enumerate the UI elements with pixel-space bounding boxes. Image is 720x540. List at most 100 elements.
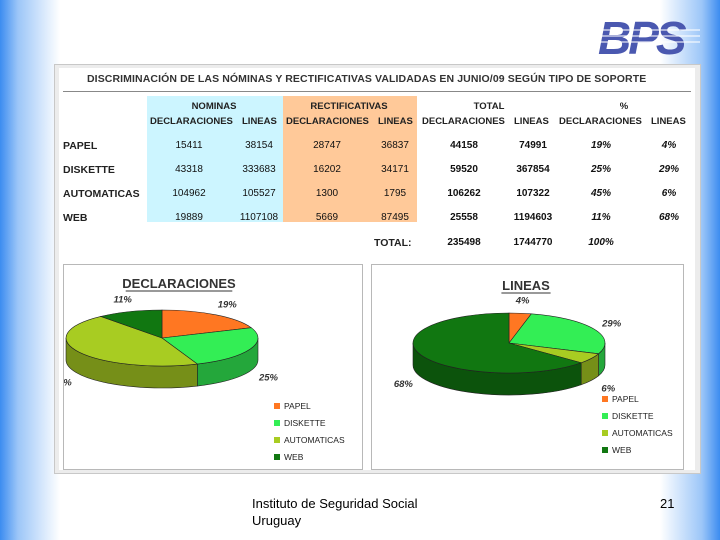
table-cell: 1300	[315, 188, 339, 199]
pie-label-diskette: 29%	[601, 319, 622, 330]
total-cell: 1744770	[513, 237, 553, 248]
table-cell: 11%	[591, 212, 611, 223]
legend-swatch-web	[274, 454, 280, 460]
panel-inner: DISCRIMINACIÓN DE LAS NÓMINAS Y RECTIFIC…	[59, 68, 695, 470]
pie-slice-diskette	[161, 327, 259, 365]
pie-slice-automaticas	[65, 316, 199, 367]
pie-slice-web	[99, 309, 163, 339]
table-cell: 1194603	[513, 212, 553, 223]
pie-slice-diskette	[508, 313, 606, 355]
table-cell: 68%	[658, 212, 679, 223]
legend-label-papel: PAPEL	[284, 401, 311, 411]
table-cell: 19%	[590, 140, 611, 151]
group-header-rectificativas: RECTIFICATIVAS	[310, 101, 388, 112]
bps-logo-text: BPS	[598, 14, 687, 60]
footer-text: Instituto de Seguridad Social Uruguay	[252, 495, 418, 529]
logo-stripes	[596, 29, 700, 43]
table-cell: 19889	[175, 212, 203, 223]
table-cell: 45%	[590, 188, 611, 199]
row-label-automaticas: AUTOMATICAS	[63, 188, 140, 200]
table-cell: 59520	[450, 164, 478, 175]
nominas-background	[147, 96, 283, 222]
table-cell: 43318	[175, 164, 203, 175]
legend-swatch-automaticas	[274, 437, 280, 443]
legend-label-web: WEB	[612, 445, 632, 455]
table-cell: 25%	[590, 164, 611, 175]
table-cell: 29%	[658, 164, 679, 175]
pie-label-automaticas: 6%	[601, 384, 615, 395]
table-cell: 16202	[313, 164, 341, 175]
data-panel: DISCRIMINACIÓN DE LAS NÓMINAS Y RECTIFIC…	[54, 64, 701, 474]
chart-title: DECLARACIONES	[122, 276, 236, 291]
table-cell: 5669	[315, 212, 339, 223]
table-title: DISCRIMINACIÓN DE LAS NÓMINAS Y RECTIFIC…	[87, 73, 647, 85]
rectificativas-background	[283, 96, 417, 222]
legend-label-automaticas: AUTOMATICAS	[284, 435, 345, 445]
total-cell: 235498	[447, 237, 481, 248]
col-header-total-lin: LINEAS	[514, 116, 549, 127]
total-label: TOTAL:	[374, 237, 412, 249]
legend-label-diskette: DISKETTE	[612, 411, 654, 421]
total-cell: 100%	[588, 237, 614, 248]
legend-label-automaticas: AUTOMATICAS	[612, 428, 673, 438]
pie-slice-papel	[161, 309, 253, 339]
row-label-papel: PAPEL	[63, 140, 98, 152]
table-cell: 36837	[381, 140, 409, 151]
group-header-nominas: NOMINAS	[191, 101, 237, 112]
legend-label-web: WEB	[284, 452, 304, 462]
col-header-rect-decl: DECLARACIONES	[286, 116, 369, 127]
pie-label-automaticas: 45%	[64, 377, 72, 388]
col-header-pct-decl: DECLARACIONES	[559, 116, 642, 127]
table-cell: 38154	[245, 140, 273, 151]
legend-swatch-papel	[602, 396, 608, 402]
table-cell: 74991	[519, 140, 547, 151]
pie-slice-web	[412, 312, 583, 374]
table-cell: 106262	[447, 188, 481, 199]
table-cell: 28747	[313, 140, 341, 151]
declaraciones-chart: DECLARACIONES 19% 25% 45% 11% PAPEL DISKETTE AU…	[63, 264, 363, 470]
row-label-web: WEB	[63, 212, 88, 224]
declaraciones-pie-svg: DECLARACIONES 19% 25% 45% 11% PAPEL DISKETTE AU…	[64, 276, 345, 462]
table-cell: 87495	[381, 212, 409, 223]
table-cell: 107322	[516, 188, 550, 199]
table-cell: 15411	[175, 140, 203, 151]
legend-swatch-web	[602, 447, 608, 453]
table-cell: 6%	[661, 188, 677, 199]
table-cell: 1107108	[239, 212, 279, 223]
col-header-pct-lin: LINEAS	[651, 116, 686, 127]
slide-number: 21	[660, 496, 675, 511]
legend-swatch-automaticas	[602, 430, 608, 436]
table-cell: 4%	[661, 140, 677, 151]
pie-label-papel: 4%	[515, 295, 530, 306]
pie-label-web: 11%	[114, 294, 133, 305]
legend-swatch-diskette	[274, 420, 280, 426]
table-cell: 367854	[516, 164, 550, 175]
chart-title: LINEAS	[502, 278, 550, 293]
lineas-chart: LINEAS 4% 29% 6% 68% PAPEL DISKETTE AUTOMATICAS…	[371, 264, 684, 470]
table-cell: 34171	[381, 164, 409, 175]
legend-swatch-papel	[274, 403, 280, 409]
table-cell: 105527	[242, 188, 276, 199]
pie-label-web: 68%	[394, 379, 414, 390]
title-rule	[63, 91, 691, 92]
pie-label-diskette: 25%	[258, 373, 279, 384]
col-header-total-decl: DECLARACIONES	[422, 116, 505, 127]
table-cell: 25558	[450, 212, 478, 223]
footer-line-2: Uruguay	[252, 513, 302, 528]
table-cell: 1795	[383, 188, 407, 199]
pie-label-papel: 19%	[218, 299, 238, 310]
table-cell: 333683	[242, 164, 276, 175]
group-header-total: TOTAL	[473, 101, 505, 112]
table-cell: 104962	[172, 188, 206, 199]
col-header-nom-decl: DECLARACIONES	[150, 116, 233, 127]
legend-label-papel: PAPEL	[612, 394, 639, 404]
col-header-rect-lin: LINEAS	[378, 116, 413, 127]
bps-logo: BPS	[596, 14, 700, 60]
lineas-pie-svg: LINEAS 4% 29% 6% 68% PAPEL DISKETTE AUTOMATICAS…	[394, 278, 673, 455]
footer-line-1: Instituto de Seguridad Social	[252, 496, 418, 511]
table-cell: 44158	[450, 140, 478, 151]
group-header-percent: %	[619, 101, 629, 112]
legend-swatch-diskette	[602, 413, 608, 419]
legend-label-diskette: DISKETTE	[284, 418, 326, 428]
row-label-diskette: DISKETTE	[63, 164, 115, 176]
